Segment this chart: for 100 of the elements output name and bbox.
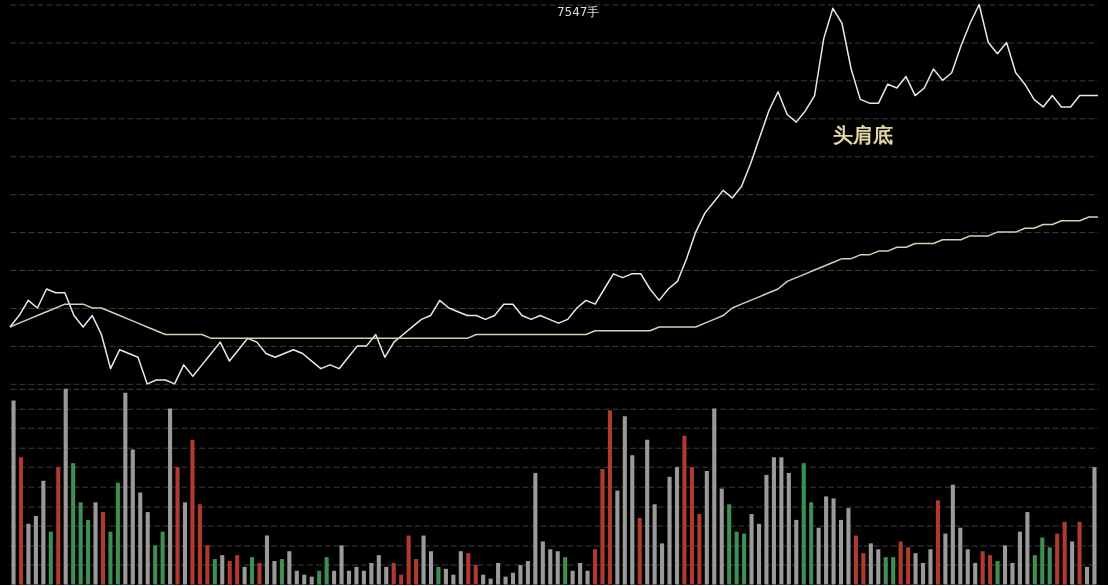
bar	[831, 498, 836, 585]
bar	[958, 527, 963, 585]
bar	[846, 508, 851, 585]
bar	[458, 551, 463, 585]
bar	[197, 504, 202, 585]
bar	[555, 551, 560, 585]
bar	[332, 570, 337, 585]
bar	[928, 549, 933, 585]
bar	[689, 467, 694, 585]
bar	[906, 547, 911, 585]
bar	[712, 408, 717, 585]
bar	[540, 541, 545, 585]
bar	[719, 488, 724, 585]
bar	[950, 484, 955, 585]
bar	[421, 535, 426, 585]
bar	[734, 531, 739, 585]
bar	[108, 531, 113, 585]
bar	[168, 408, 173, 585]
bar	[660, 543, 665, 585]
bar	[123, 392, 128, 585]
bar	[302, 574, 307, 585]
bar	[525, 561, 530, 585]
bar	[324, 557, 329, 585]
bar	[935, 500, 940, 585]
bar	[1055, 533, 1060, 585]
bar	[570, 570, 575, 585]
bar	[779, 457, 784, 585]
bar	[667, 476, 672, 585]
bar	[496, 562, 501, 585]
bar	[78, 502, 83, 585]
bar	[868, 543, 873, 585]
bar	[704, 471, 709, 585]
bar	[384, 566, 389, 585]
bar	[406, 535, 411, 585]
bar	[645, 439, 650, 585]
bar	[279, 559, 284, 585]
bar	[428, 551, 434, 585]
bar	[988, 555, 993, 585]
bar	[473, 564, 478, 585]
bar	[816, 527, 821, 585]
bar	[1077, 521, 1082, 585]
bar	[1025, 512, 1030, 585]
bar	[876, 549, 881, 585]
bar	[376, 555, 381, 585]
bar	[630, 455, 635, 585]
bar	[510, 572, 516, 585]
bar	[674, 467, 680, 585]
bar	[414, 559, 419, 585]
bar	[11, 400, 16, 585]
bar	[48, 531, 53, 585]
bar	[182, 502, 188, 585]
bar	[973, 562, 978, 585]
bar	[175, 467, 180, 585]
bar	[764, 474, 769, 585]
bar	[1010, 562, 1015, 585]
bar	[212, 559, 217, 585]
bar	[235, 555, 240, 585]
bar	[436, 566, 441, 585]
bar	[809, 502, 814, 585]
bar	[980, 551, 985, 585]
bar	[883, 557, 888, 585]
bar	[361, 570, 366, 585]
bar	[1040, 537, 1045, 585]
bar	[190, 439, 195, 585]
bar	[838, 519, 844, 585]
bar	[1047, 547, 1052, 585]
bar	[56, 467, 61, 585]
bar	[786, 472, 791, 585]
bar	[481, 574, 486, 585]
bar	[891, 557, 896, 585]
bar	[637, 517, 642, 585]
bar	[443, 568, 448, 585]
bar	[272, 561, 277, 585]
bar	[33, 516, 38, 585]
bar	[71, 463, 76, 585]
bar	[1062, 521, 1067, 585]
bar	[853, 535, 858, 585]
bar	[548, 549, 553, 585]
bar	[913, 553, 918, 585]
bar	[294, 570, 299, 585]
bar	[250, 557, 255, 585]
bar	[622, 416, 627, 585]
bar	[287, 551, 292, 585]
bar	[1017, 531, 1022, 585]
bar	[93, 502, 98, 585]
bar	[801, 463, 806, 585]
bar	[920, 562, 926, 585]
annotation: 头肩底	[833, 123, 894, 148]
bar	[861, 553, 866, 585]
bar	[153, 545, 158, 585]
bar	[682, 435, 687, 585]
bar	[794, 519, 799, 585]
bar	[518, 564, 523, 585]
bar	[824, 496, 829, 585]
bar	[205, 545, 210, 585]
bar	[1084, 566, 1090, 585]
bar	[1032, 555, 1037, 585]
bar	[503, 576, 508, 585]
bar	[756, 523, 762, 585]
bar	[592, 549, 598, 585]
